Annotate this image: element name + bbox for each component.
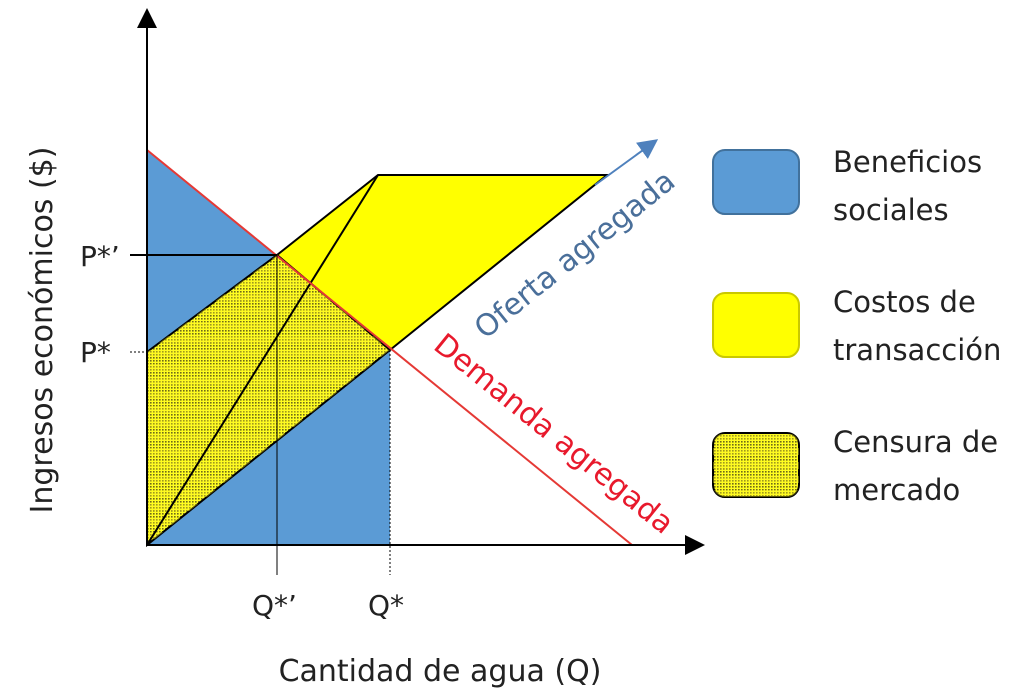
legend-label-social-benefits-line2: sociales — [833, 193, 949, 227]
social-benefits-area — [147, 150, 277, 352]
y-axis-label: Ingresos económicos ($) — [25, 147, 60, 514]
legend-swatch-transaction-costs — [712, 292, 800, 358]
p-star-prime-label: P*’ — [80, 240, 120, 273]
legend-swatch-social-benefits — [712, 149, 800, 215]
demand-curve-label: Demanda agregada — [427, 327, 680, 541]
legend-label-social-benefits-line1: Beneficios — [833, 145, 982, 179]
market-censorship-stripes — [147, 255, 390, 545]
supply-line — [146, 174, 379, 546]
legend-label-market-censorship-line2: mercado — [833, 473, 960, 507]
legend-label-market-censorship-line1: Censura de — [833, 425, 998, 459]
supply-extension-arrow — [594, 139, 659, 186]
legend-label-transaction-costs-line1: Costos de — [833, 285, 976, 319]
q-star-prime-label: Q*’ — [252, 589, 297, 622]
legend-label-transaction-costs-line2: transacción — [833, 333, 1001, 367]
p-star-label: P* — [80, 336, 111, 369]
legend-swatch-market-censorship-stripes — [713, 433, 799, 497]
q-star-label: Q* — [368, 589, 404, 622]
x-axis-label: Cantidad de agua (Q) — [279, 654, 602, 689]
legend: Beneficios sociales Costos de transacció… — [712, 145, 1001, 507]
demand-line — [146, 149, 633, 546]
